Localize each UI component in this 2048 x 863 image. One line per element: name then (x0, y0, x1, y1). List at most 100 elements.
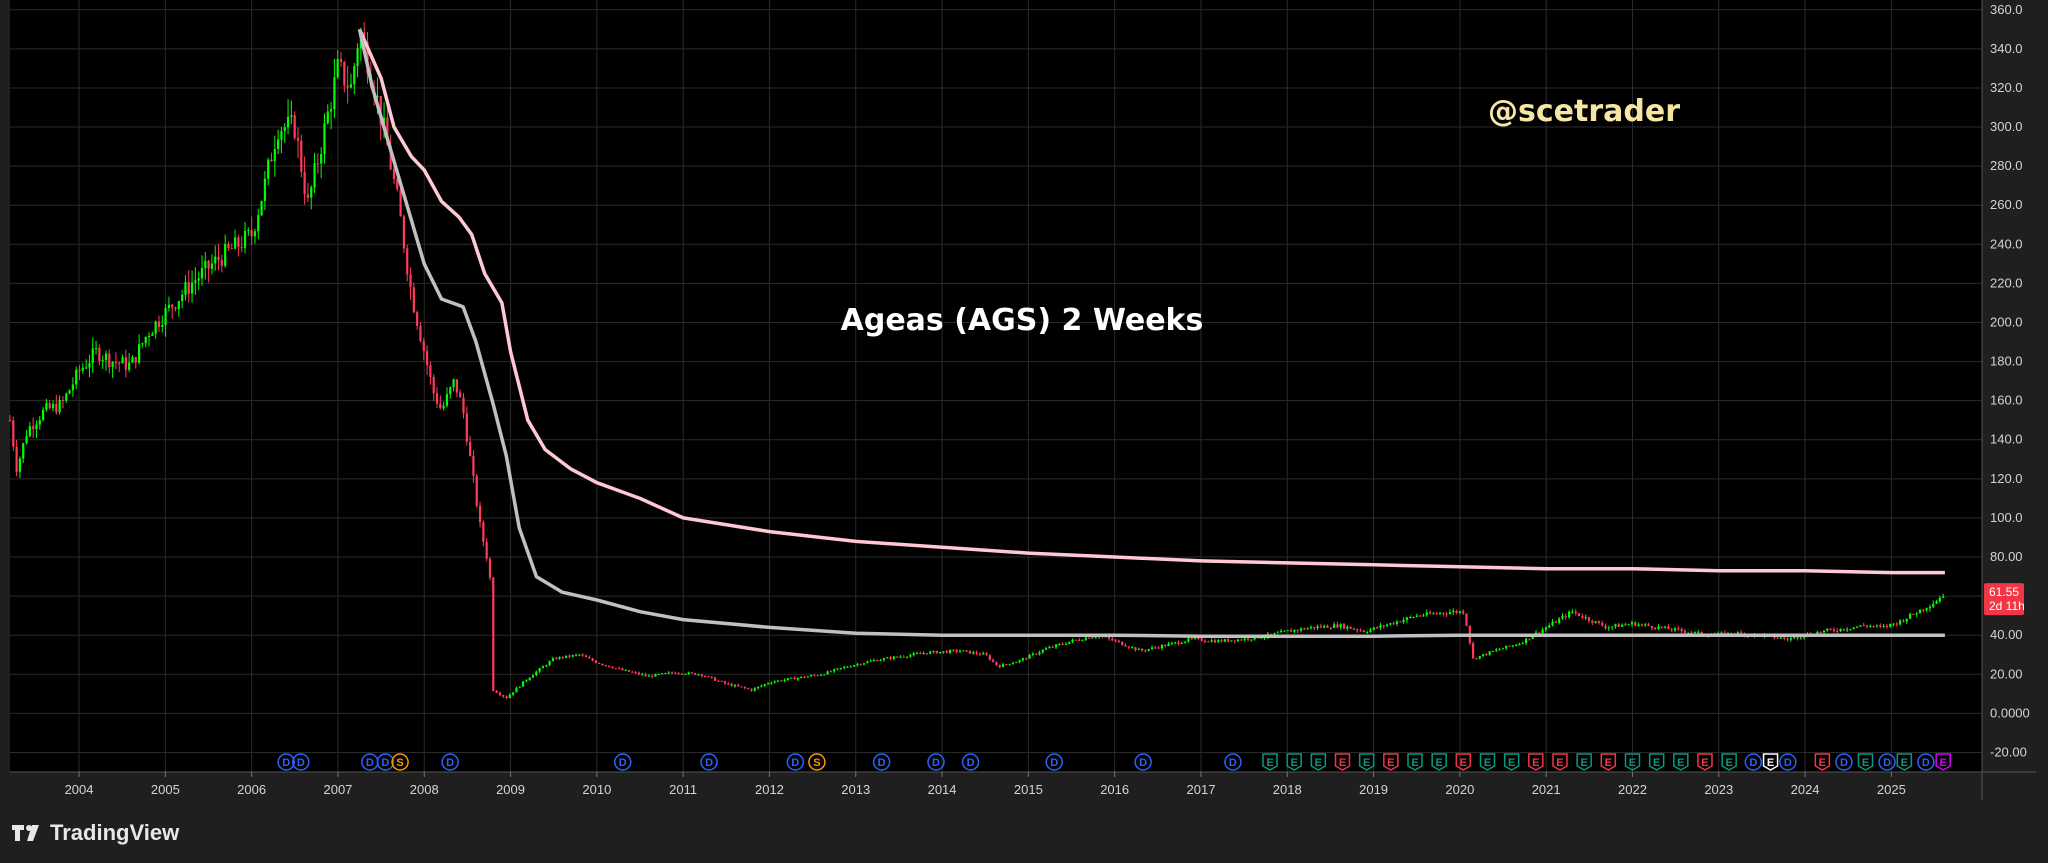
split-marker[interactable] (808, 753, 826, 771)
earnings-marker[interactable] (1552, 753, 1568, 771)
dividend-marker[interactable] (292, 753, 310, 771)
candle-body (164, 308, 167, 325)
earnings-marker[interactable] (1528, 753, 1544, 771)
dividend-marker[interactable] (277, 753, 295, 771)
earnings-marker[interactable] (1431, 753, 1447, 771)
candle-body (512, 692, 515, 695)
event-marker-label: E (1580, 757, 1587, 769)
earnings-marker[interactable] (1857, 753, 1874, 771)
earnings-marker[interactable] (1503, 753, 1520, 771)
dividend-marker[interactable] (1917, 753, 1935, 771)
candle-body (545, 665, 548, 667)
x-tick-label: 2010 (582, 782, 611, 797)
candle-body (329, 109, 333, 112)
candle-body (399, 189, 402, 217)
dividend-marker[interactable] (1134, 753, 1152, 771)
earnings-marker[interactable] (1814, 753, 1831, 771)
earnings-marker[interactable] (1479, 753, 1496, 771)
candle-body (1442, 612, 1445, 614)
candle-body (488, 558, 492, 578)
earnings-marker[interactable] (1310, 753, 1327, 771)
candle-body (1700, 631, 1703, 635)
candle-body (214, 256, 217, 264)
earnings-marker[interactable] (1935, 753, 1951, 771)
earnings-marker[interactable] (1262, 753, 1278, 771)
x-tick-label: 2006 (237, 782, 266, 797)
candle-body (1637, 624, 1640, 626)
candle-body (1822, 630, 1826, 633)
dividend-marker[interactable] (700, 753, 718, 771)
earnings-marker[interactable] (1721, 753, 1737, 771)
candle-body (1140, 648, 1144, 651)
dividend-marker[interactable] (376, 753, 395, 771)
earnings-marker[interactable] (1576, 753, 1592, 771)
dividend-marker[interactable] (872, 753, 891, 771)
candle-body (15, 446, 18, 472)
dividend-marker[interactable] (1744, 753, 1763, 771)
candle-body (28, 426, 31, 436)
event-marker-label: E (1339, 757, 1346, 769)
dividend-marker[interactable] (961, 753, 980, 771)
dividend-marker[interactable] (786, 753, 805, 771)
candle-body (343, 61, 346, 86)
dividend-marker[interactable] (1835, 753, 1853, 771)
earnings-marker[interactable] (1624, 753, 1641, 771)
candle-body (1826, 628, 1829, 631)
dividend-marker[interactable] (441, 753, 459, 771)
earnings-marker[interactable] (1762, 753, 1779, 771)
candle-body (892, 656, 895, 659)
candle-body (945, 651, 948, 653)
dividend-marker[interactable] (927, 753, 945, 771)
candle-body (1597, 621, 1601, 623)
dividend-marker[interactable] (1779, 753, 1797, 771)
candle-body (108, 353, 111, 368)
candle-body (780, 680, 783, 682)
candle-body (770, 682, 773, 684)
candle-body (485, 542, 488, 559)
dividend-marker[interactable] (1045, 753, 1064, 771)
dividend-marker[interactable] (613, 753, 632, 771)
candle-body (422, 341, 425, 352)
x-tick-label: 2008 (410, 782, 439, 797)
candle-body (558, 657, 561, 660)
earnings-marker[interactable] (1358, 753, 1375, 771)
candle-body (300, 140, 303, 172)
candle-body (829, 671, 833, 673)
candle-body (1001, 664, 1005, 668)
candle-body (1293, 629, 1296, 632)
x-tick-label: 2009 (496, 782, 525, 797)
candle-body (1594, 621, 1597, 623)
tradingview-logo[interactable]: TradingView (12, 820, 179, 846)
candle-body (48, 403, 51, 409)
earnings-marker[interactable] (1697, 753, 1713, 771)
dividend-marker[interactable] (1224, 753, 1242, 771)
candle-body (161, 324, 164, 327)
earnings-marker[interactable] (1648, 753, 1665, 771)
candle-body (1074, 639, 1077, 641)
earnings-marker[interactable] (1600, 753, 1617, 771)
candle-body (803, 676, 806, 678)
split-marker[interactable] (391, 753, 409, 771)
earnings-marker[interactable] (1334, 753, 1351, 771)
earnings-marker[interactable] (1896, 753, 1913, 771)
earnings-marker[interactable] (1286, 753, 1302, 771)
candle-body (776, 680, 780, 682)
candle-body (1630, 622, 1634, 625)
candle-body (1640, 624, 1644, 626)
candle-body (320, 154, 323, 164)
x-axis[interactable]: 2004 2005 2006 2007 2008 2009 2010 2011 2012 2013… (65, 772, 1906, 797)
earnings-marker[interactable] (1673, 753, 1689, 771)
y-axis[interactable]: 360.0 340.0 320.0 300.0 280.0 260.0 240.0 220.0… (1990, 2, 2030, 760)
candle-body (51, 403, 55, 409)
candle-body (1088, 637, 1091, 639)
candle-body (1114, 640, 1117, 642)
dividend-marker[interactable] (1878, 753, 1896, 771)
candle-body (376, 95, 379, 98)
earnings-marker[interactable] (1383, 753, 1399, 771)
earnings-marker[interactable] (1455, 753, 1472, 771)
earnings-marker[interactable] (1407, 753, 1423, 771)
candle-body (1058, 643, 1061, 645)
candle-body (707, 676, 710, 678)
candle-body (1111, 638, 1114, 641)
